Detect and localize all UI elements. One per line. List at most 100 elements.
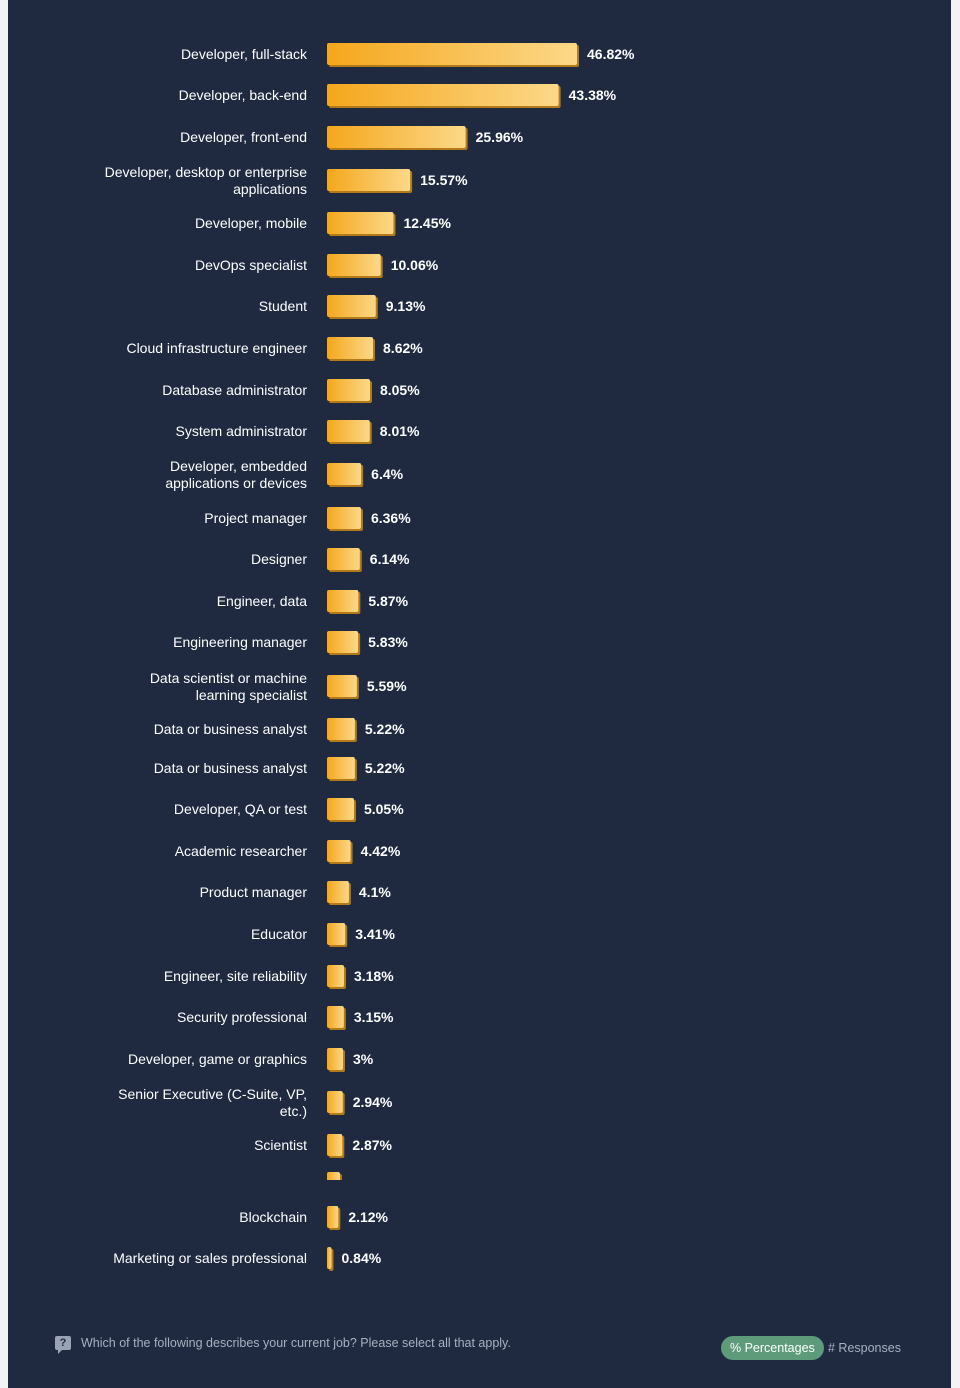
category-label: Developer, embedded applications or devic…	[165, 458, 307, 491]
bar	[327, 126, 466, 148]
bar-row: 3.18% Engineer, site reliability	[164, 965, 394, 989]
chart-footer: ? Which of the following describes your …	[55, 1330, 904, 1366]
value-label: 6.36%	[371, 510, 411, 526]
bars-layer: 46.82% Developer, full-stack 43.38% Develop…	[105, 43, 635, 1271]
bar	[327, 507, 361, 529]
category-label: Developer, game or graphics	[128, 1051, 307, 1067]
bar	[327, 757, 355, 779]
bar-row: 8.05% Database administrator	[162, 379, 420, 403]
bar	[327, 1247, 332, 1269]
value-label: 6.4%	[371, 466, 403, 482]
bar-row: 5.87% Engineer, data	[217, 590, 409, 614]
bar-row: 43.38% Developer, back-end	[179, 84, 617, 108]
bar-row: 5.59% Data scientist or machine learning s…	[150, 670, 407, 703]
category-label: Developer, back-end	[179, 87, 307, 103]
value-label: 8.62%	[383, 340, 423, 356]
bar-row-clipped	[327, 1172, 342, 1180]
bar	[327, 420, 370, 442]
value-label: 3.41%	[355, 926, 395, 942]
value-label: 25.96%	[476, 129, 524, 145]
bar-chart: 46.82% Developer, full-stack 43.38% Develop…	[105, 43, 635, 1271]
bar-row: 5.05% Developer, QA or test	[174, 798, 404, 822]
bar	[327, 923, 346, 945]
bar-row: 6.4% Developer, embedded applications or d…	[165, 458, 403, 491]
bar-row: 9.13% Student	[259, 295, 426, 319]
question-icon: ?	[55, 1336, 71, 1354]
bar	[327, 798, 354, 820]
category-label: Data or business analyst	[154, 721, 307, 737]
bar-row: 12.45% Developer, mobile	[195, 212, 452, 236]
bar	[327, 590, 359, 612]
bar-row: 46.82% Developer, full-stack	[181, 43, 635, 67]
bar	[327, 295, 376, 317]
value-label: 3.18%	[354, 968, 394, 984]
bar-row: 5.22% Data or business analyst	[154, 718, 405, 742]
value-label: 5.22%	[365, 760, 405, 776]
category-label: DevOps specialist	[195, 257, 307, 273]
bar	[327, 212, 394, 234]
category-label: Designer	[251, 551, 307, 567]
value-label: 8.05%	[380, 382, 420, 398]
bar	[327, 1134, 343, 1156]
bar-row: 8.01% System administrator	[176, 420, 420, 444]
bar	[327, 1206, 339, 1228]
bar	[327, 1048, 344, 1070]
bar-row: 15.57% Developer, desktop or enterprise ap…	[105, 164, 469, 197]
value-label: 43.38%	[569, 87, 617, 103]
bar	[327, 254, 381, 276]
bar-row: 2.94% Senior Executive (C-Suite, VP, etc.)	[118, 1086, 393, 1119]
bar	[327, 718, 355, 740]
value-label: 2.12%	[348, 1209, 388, 1225]
value-label: 2.94%	[353, 1094, 393, 1110]
category-label: Developer, front-end	[180, 129, 307, 145]
category-label: System administrator	[176, 423, 308, 439]
bar-row: 2.87% Scientist	[254, 1134, 393, 1158]
bar	[327, 463, 362, 485]
value-label: 8.01%	[380, 423, 420, 439]
responses-toggle-button[interactable]: # Responses	[828, 1341, 901, 1355]
category-label: Data scientist or machine learning specia…	[150, 670, 307, 703]
left-page-margin	[0, 0, 8, 1388]
bar-row: 2.12% Blockchain	[239, 1206, 389, 1230]
percentages-toggle-button[interactable]: % Percentages	[721, 1336, 824, 1360]
value-label: 9.13%	[386, 298, 426, 314]
bar-row: 10.06% DevOps specialist	[195, 254, 439, 278]
bar-row: 5.22% Data or business analyst	[154, 757, 405, 781]
category-label: Scientist	[254, 1137, 307, 1153]
survey-question: Which of the following describes your cu…	[81, 1336, 511, 1350]
value-label: 4.1%	[359, 884, 391, 900]
bar-row: 4.1% Product manager	[200, 881, 391, 905]
category-label: Developer, desktop or enterprise applicat…	[105, 164, 308, 197]
value-label: 12.45%	[403, 215, 451, 231]
bar	[327, 881, 349, 903]
bar	[327, 379, 370, 401]
category-label: Educator	[251, 926, 307, 942]
category-label: Developer, mobile	[195, 215, 307, 231]
bar-row: 0.84% Marketing or sales professional	[113, 1247, 382, 1271]
category-label: Cloud infrastructure engineer	[126, 340, 307, 356]
value-label: 5.83%	[368, 634, 408, 650]
category-label: Data or business analyst	[154, 760, 307, 776]
category-label: Developer, full-stack	[181, 46, 308, 62]
value-label: 5.05%	[364, 801, 404, 817]
category-label: Engineer, site reliability	[164, 968, 307, 984]
bar	[327, 84, 559, 106]
bar	[327, 1006, 344, 1028]
value-label: 4.42%	[361, 843, 401, 859]
bar-row: 6.14% Designer	[251, 548, 410, 572]
bar	[327, 1091, 343, 1113]
category-label: Student	[259, 298, 307, 314]
category-label: Senior Executive (C-Suite, VP, etc.)	[118, 1086, 307, 1119]
bar-row: 3% Developer, game or graphics	[128, 1048, 374, 1072]
category-label: Project manager	[204, 510, 307, 526]
bar	[327, 1172, 340, 1180]
value-label: 5.22%	[365, 721, 405, 737]
category-label: Product manager	[200, 884, 308, 900]
value-label: 10.06%	[391, 257, 439, 273]
value-label: 0.84%	[341, 1250, 381, 1266]
bar-row: 4.42% Academic researcher	[175, 840, 401, 864]
right-page-margin	[951, 0, 960, 1388]
value-label: 6.14%	[370, 551, 410, 567]
bar-row: 3.41% Educator	[251, 923, 395, 947]
bar-row: 6.36% Project manager	[204, 507, 411, 531]
